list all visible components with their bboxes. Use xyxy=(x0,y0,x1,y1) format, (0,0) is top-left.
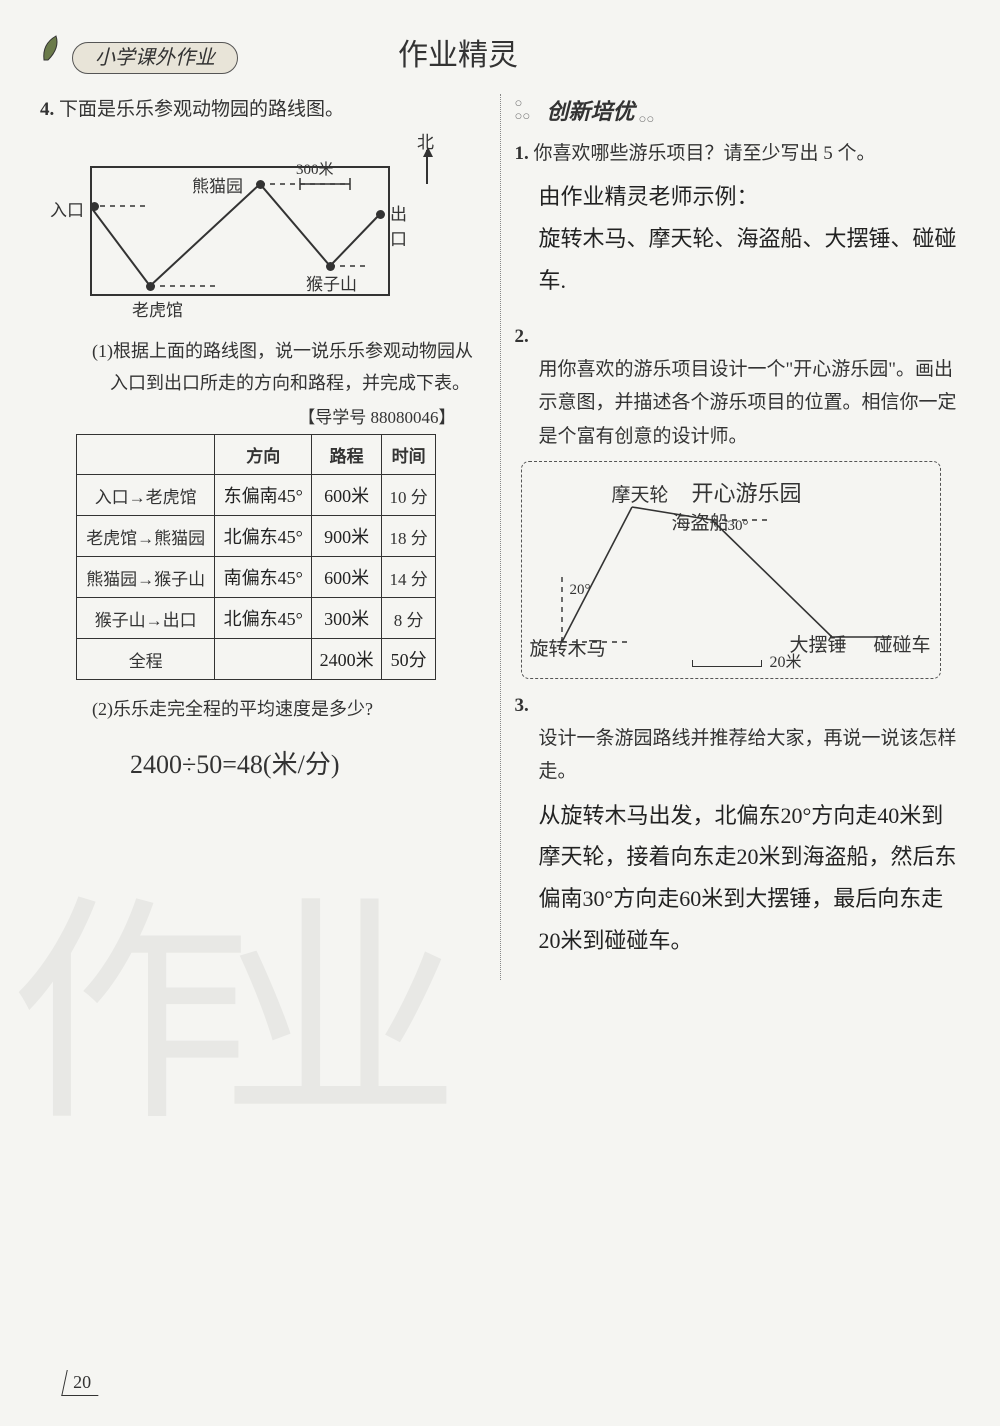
label-scale: 300米 xyxy=(296,158,334,179)
cell-time: 50分 xyxy=(382,639,436,680)
label-exit: 出口 xyxy=(390,200,410,250)
q4-text: 下面是乐乐参观动物园的路线图。 xyxy=(59,99,344,120)
page-header: 小学课外作业 作业精灵 xyxy=(40,30,960,74)
q3-answer: 从旋转木马出发，北偏东20°方向走40米到摩天轮，接着向东走20米到海盗船，然后… xyxy=(515,795,961,962)
q2-line: 2. 用你喜欢的游乐项目设计一个"开心游乐园"。画出示意图，并描述各个游乐项目的… xyxy=(515,320,961,453)
park-diagram: 摩天轮 开心游乐园 海盗船 30° 20° 旋转木马 大摆锤 碰碰车 20米 xyxy=(521,461,941,679)
q2-text: 用你喜欢的游乐项目设计一个"开心游乐园"。画出示意图，并描述各个游乐项目的位置。… xyxy=(515,353,961,453)
park-scale-text: 20米 xyxy=(770,654,802,671)
cell-dist: 600米 xyxy=(312,475,382,516)
cell-dist: 600米 xyxy=(312,557,382,598)
cell-dir: 北偏东45° xyxy=(215,516,312,557)
cell-time: 10 分 xyxy=(382,475,436,516)
q3-number: 3. xyxy=(515,695,529,716)
q3-text: 设计一条游园路线并推荐给大家，再说一说该怎样走。 xyxy=(515,722,961,789)
cell-seg: 入口→老虎馆 xyxy=(77,475,215,516)
cell-seg: 熊猫园→猴子山 xyxy=(77,557,215,598)
header-badge: 小学课外作业 xyxy=(72,42,238,74)
cell-seg: 全程 xyxy=(77,639,215,680)
park-pirate: 海盗船 xyxy=(672,508,729,535)
q1-answer-lead: 由作业精灵老师示例： xyxy=(539,176,961,218)
page-number: 20 xyxy=(64,1370,101,1396)
q3-line: 3. 设计一条游园路线并推荐给大家，再说一说该怎样走。 xyxy=(515,689,961,789)
park-scale: 20米 xyxy=(692,648,802,672)
park-carousel: 旋转木马 xyxy=(530,634,606,661)
q1-text: 你喜欢哪些游乐项目？请至少写出 5 个。 xyxy=(534,143,876,164)
cell-dir: 北偏东45° xyxy=(215,598,312,639)
table-row: 猴子山→出口 北偏东45° 300米 8 分 xyxy=(77,598,436,639)
q1-answer-body: 旋转木马、摩天轮、海盗船、大摆锤、碰碰车. xyxy=(539,218,961,302)
reference-number: 【导学号 88080046】 xyxy=(40,403,486,428)
table-row: 入口→老虎馆 东偏南45° 600米 10 分 xyxy=(77,475,436,516)
right-column: ○○○ 创新培优 ○○ 1. 你喜欢哪些游乐项目？请至少写出 5 个。 由作业精… xyxy=(515,94,961,980)
cell-time: 18 分 xyxy=(382,516,436,557)
table-row-total: 全程 2400米 50分 xyxy=(77,639,436,680)
bubble-icon: ○○ xyxy=(639,111,655,126)
park-ferris: 摩天轮 xyxy=(612,480,669,507)
table-header-row: 方向 路程 时间 xyxy=(77,435,436,475)
calculation-answer: 2400÷50=48(米/分) xyxy=(130,744,486,781)
q1-number: 1. xyxy=(515,143,529,164)
cell-dir xyxy=(215,639,312,680)
label-monkey: 猴子山 xyxy=(306,270,357,295)
page-number-text: 20 xyxy=(73,1372,91,1393)
route-table: 方向 路程 时间 入口→老虎馆 东偏南45° 600米 10 分 老虎馆→熊猫园… xyxy=(76,434,436,680)
section-heading: ○○○ 创新培优 ○○ xyxy=(515,94,655,127)
cell-dist: 300米 xyxy=(312,598,382,639)
park-bumper: 碰碰车 xyxy=(874,630,931,657)
th-blank xyxy=(77,435,215,475)
park-angle30: 30° xyxy=(728,518,749,535)
table-row: 熊猫园→猴子山 南偏东45° 600米 14 分 xyxy=(77,557,436,598)
q2-number: 2. xyxy=(515,326,529,347)
label-tiger: 老虎馆 xyxy=(132,296,183,321)
column-divider xyxy=(500,94,501,980)
header-script: 作业精灵 xyxy=(398,30,518,74)
cell-dir: 东偏南45° xyxy=(215,475,312,516)
table-row: 老虎馆→熊猫园 北偏东45° 900米 18 分 xyxy=(77,516,436,557)
th-direction: 方向 xyxy=(215,435,312,475)
cell-seg: 猴子山→出口 xyxy=(77,598,215,639)
q1-line: 1. 你喜欢哪些游乐项目？请至少写出 5 个。 xyxy=(515,137,961,170)
cell-dir: 南偏东45° xyxy=(215,557,312,598)
badge-wrap: 小学课外作业 xyxy=(40,34,238,70)
sub-q1: (1)根据上面的路线图，说一说乐乐参观动物园从入口到出口所走的方向和路程，并完成… xyxy=(74,336,486,399)
cell-time: 8 分 xyxy=(382,598,436,639)
section-title: 创新培优 xyxy=(547,99,635,124)
label-entrance: 入口 xyxy=(50,196,84,221)
q4-line: 4. 下面是乐乐参观动物园的路线图。 xyxy=(40,94,486,126)
leaf-icon xyxy=(40,34,68,64)
zoo-route-map: 北 入口 老虎馆 熊猫园 猴子山 出口 300米 xyxy=(70,136,410,326)
left-column: 4. 下面是乐乐参观动物园的路线图。 北 入口 老虎馆 xyxy=(40,94,486,980)
bubble-icon: ○○○ xyxy=(515,96,531,122)
q1-answer: 由作业精灵老师示例： 旋转木马、摩天轮、海盗船、大摆锤、碰碰车. xyxy=(515,176,961,301)
cell-dist: 2400米 xyxy=(312,639,382,680)
cell-time: 14 分 xyxy=(382,557,436,598)
sub-q2: (2)乐乐走完全程的平均速度是多少? xyxy=(74,694,486,726)
label-panda: 熊猫园 xyxy=(192,172,243,197)
north-arrow-icon xyxy=(426,150,428,184)
two-column-layout: 4. 下面是乐乐参观动物园的路线图。 北 入口 老虎馆 xyxy=(40,94,960,980)
cell-dist: 900米 xyxy=(312,516,382,557)
th-distance: 路程 xyxy=(312,435,382,475)
q4-number: 4. xyxy=(40,99,54,120)
park-title: 开心游乐园 xyxy=(692,476,802,508)
scale-line-icon xyxy=(692,660,762,667)
cell-seg: 老虎馆→熊猫园 xyxy=(77,516,215,557)
park-angle20: 20° xyxy=(570,582,591,599)
th-time: 时间 xyxy=(382,435,436,475)
